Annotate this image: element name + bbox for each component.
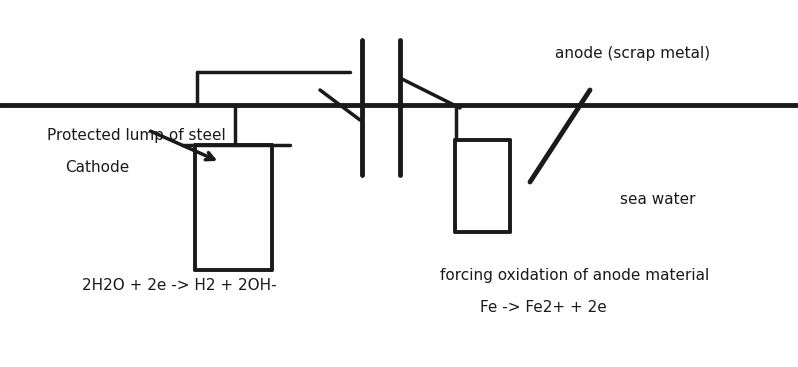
Text: sea water: sea water [620, 192, 696, 207]
Text: Cathode: Cathode [65, 160, 129, 175]
Text: anode (scrap metal): anode (scrap metal) [555, 46, 710, 61]
Text: Protected lump of steel: Protected lump of steel [47, 128, 226, 143]
Text: Fe -> Fe2+ + 2e: Fe -> Fe2+ + 2e [480, 300, 606, 315]
Text: forcing oxidation of anode material: forcing oxidation of anode material [440, 268, 709, 283]
Text: 2H2O + 2e -> H2 + 2OH-: 2H2O + 2e -> H2 + 2OH- [82, 278, 277, 293]
